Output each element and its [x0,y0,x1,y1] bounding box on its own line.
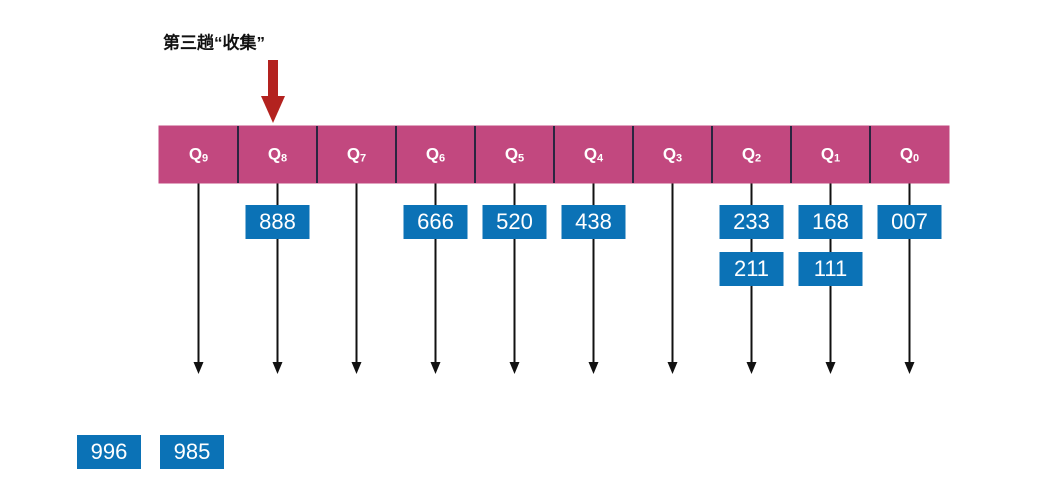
item-label: 233 [733,209,770,234]
queue-name: Q [268,145,281,164]
item-label: 666 [417,209,454,234]
queue-label: Q8 [268,145,287,164]
item-box [245,205,310,239]
queue-name: Q [584,145,597,164]
queue-name: Q [663,145,676,164]
item-label: 111 [814,256,847,281]
item-box [798,252,863,286]
queue-arrow-head [509,362,520,374]
queue-box [869,125,950,184]
queue-index: 2 [755,152,761,164]
queue-name: Q [505,145,518,164]
queue-name: Q [426,145,439,164]
queue-index: 6 [439,152,445,164]
queue-arrow-head [351,362,362,374]
queue-label: Q9 [189,145,208,164]
queue-box [553,125,634,184]
queue-label: Q3 [663,145,682,164]
item-box [719,205,784,239]
pass-title: 第三趟“收集” [163,32,265,52]
queue-index: 7 [360,152,366,164]
item-box [403,205,468,239]
queue-name: Q [347,145,360,164]
queue-label: Q2 [742,145,761,164]
item-box [77,435,141,469]
queue-box [790,125,871,184]
queue-name: Q [189,145,202,164]
item-box [719,252,784,286]
queue-box [237,125,318,184]
queue-label: Q0 [900,145,919,164]
queue-arrow-head [825,362,836,374]
queue-arrow-head [588,362,599,374]
queue-name: Q [742,145,755,164]
queue-label: Q1 [821,145,840,164]
queue-label: Q7 [347,145,366,164]
item-label: 438 [575,209,612,234]
item-label: 007 [891,209,928,234]
queue-box [395,125,476,184]
queue-index: 8 [281,152,287,164]
queue-arrow-head [193,362,204,374]
item-box [798,205,863,239]
pointer-head [261,96,285,123]
item-label: 211 [734,256,769,281]
item-box [482,205,547,239]
queue-box [316,125,397,184]
queue-label: Q5 [505,145,524,164]
queue-arrow-head [667,362,678,374]
item-box [561,205,626,239]
queue-name: Q [900,145,913,164]
item-label: 168 [812,209,849,234]
queue-label: Q6 [426,145,445,164]
item-label: 985 [174,439,211,464]
queue-box [158,125,239,184]
queue-index: 4 [597,152,604,164]
queue-index: 3 [676,152,682,164]
queue-index: 9 [202,152,208,164]
item-label: 888 [259,209,296,234]
queue-name: Q [821,145,834,164]
queue-index: 5 [518,152,524,164]
pointer-shaft [268,60,278,98]
item-box [877,205,942,239]
queue-box [711,125,792,184]
queue-arrow-head [904,362,915,374]
queue-arrow-head [746,362,757,374]
item-label: 996 [91,439,128,464]
queue-index: 1 [834,152,840,164]
queue-arrow-head [430,362,441,374]
queue-index: 0 [913,152,919,164]
pointer-arrow [261,60,285,123]
queue-arrow-head [272,362,283,374]
item-label: 520 [496,209,533,234]
item-box [160,435,224,469]
queue-label: Q4 [584,145,604,164]
